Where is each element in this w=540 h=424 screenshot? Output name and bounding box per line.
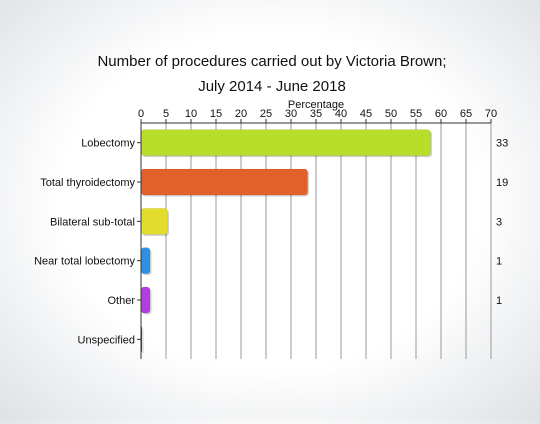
bar-shadow [142, 327, 144, 354]
count-label: 33 [496, 138, 508, 150]
x-tick-label: 50 [385, 108, 397, 120]
count-label: 1 [496, 295, 502, 307]
x-tick-label: 55 [410, 108, 422, 120]
x-tick-label: 40 [335, 108, 347, 120]
x-tick-label: 45 [360, 108, 372, 120]
x-tick-label: 35 [310, 108, 322, 120]
x-tick-label: 10 [185, 108, 197, 120]
x-tick-label: 15 [210, 108, 222, 120]
bars [140, 129, 432, 354]
category-label: Other [107, 295, 135, 307]
bar[interactable] [140, 247, 151, 274]
chart-title-line-1: Number of procedures carried out by Vict… [97, 53, 446, 70]
category-label: Total thyroidectomy [40, 177, 135, 189]
bar[interactable] [140, 286, 151, 314]
x-tick-label: 0 [138, 108, 144, 120]
count-label: 3 [496, 216, 502, 228]
x-tick-label: 20 [235, 108, 247, 120]
category-label: Bilateral sub-total [50, 216, 135, 228]
category-label: Unspecified [78, 334, 135, 346]
gridlines [165, 123, 492, 359]
x-tick-label: 5 [163, 108, 169, 120]
axes [137, 119, 492, 359]
bar[interactable] [140, 208, 168, 235]
x-tick-label: 70 [485, 108, 497, 120]
x-tick-label: 60 [435, 108, 447, 120]
bar[interactable] [140, 168, 308, 196]
labels: 0 5 10 15 20 25 30 35 40 45 50 55 60 65 70 Lobectomy 33 T… [34, 108, 508, 346]
count-label: 19 [496, 177, 508, 189]
bar[interactable] [140, 129, 431, 156]
category-label: Near total lobectomy [34, 256, 135, 268]
chart-title-line-2: July 2014 - June 2018 [198, 78, 346, 95]
x-tick-label: 65 [460, 108, 472, 120]
x-tick-label: 30 [285, 108, 297, 120]
x-axis-title: Percentage [288, 99, 344, 111]
category-label: Lobectomy [81, 138, 135, 150]
count-label: 1 [496, 256, 502, 268]
x-tick-label: 25 [260, 108, 272, 120]
